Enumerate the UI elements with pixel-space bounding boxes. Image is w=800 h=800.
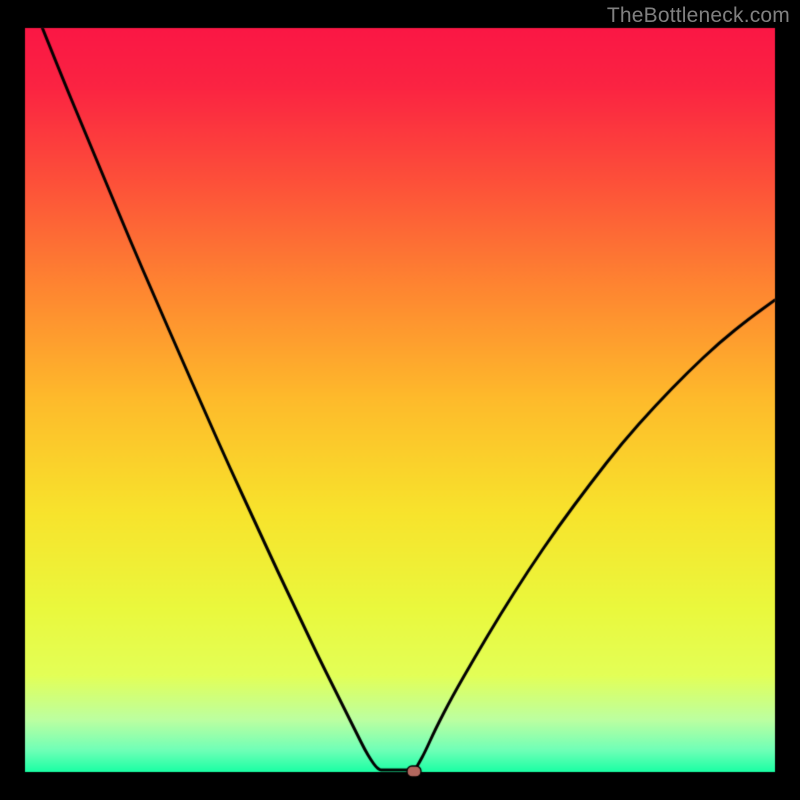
chart-stage: TheBottleneck.com (0, 0, 800, 800)
watermark-text: TheBottleneck.com (607, 4, 790, 28)
bottleneck-curve-plot (0, 0, 800, 800)
